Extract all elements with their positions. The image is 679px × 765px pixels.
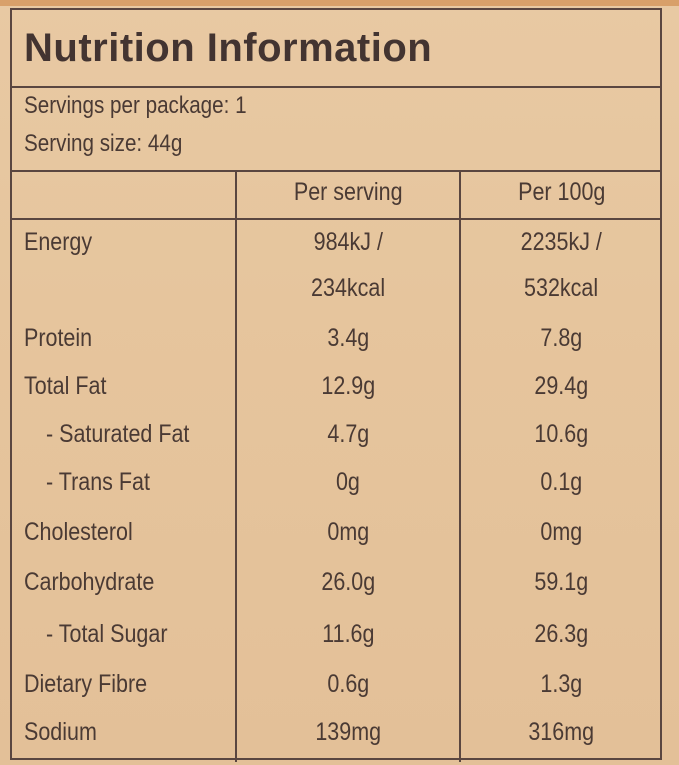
divider	[12, 86, 660, 88]
servings-per-package: Servings per package: 1	[24, 92, 247, 119]
value-per-100g: 7.8g	[540, 324, 583, 352]
nutrient-label: - Total Sugar	[46, 620, 168, 648]
value-per-serving: 12.9g	[321, 372, 375, 400]
value-per-serving: 0.6g	[327, 670, 369, 698]
nutrient-row-total-sugar: - Total Sugar 11.6g 26.3g	[12, 620, 662, 660]
panel-title: Nutrition Information	[24, 26, 433, 70]
nutrient-row-protein: Protein 3.4g 7.8g	[12, 324, 662, 364]
value-per-serving: 0mg	[327, 518, 369, 546]
nutrient-label: Carbohydrate	[24, 568, 155, 596]
divider	[12, 170, 660, 172]
header-per-100g: Per 100g	[517, 178, 606, 206]
nutrient-label: Total Fat	[24, 372, 107, 400]
value-per-100g: 59.1g	[534, 568, 589, 596]
nutrient-label: Sodium	[24, 718, 97, 746]
column-divider	[235, 170, 237, 762]
nutrient-label: Cholesterol	[24, 518, 133, 546]
nutrition-panel: Nutrition Information Servings per packa…	[10, 8, 662, 762]
nutrient-row-cholesterol: Cholesterol 0mg 0mg	[12, 518, 662, 558]
value-per-serving: 984kJ /	[313, 228, 383, 256]
package-top-strip	[0, 0, 679, 6]
divider	[12, 218, 660, 220]
nutrient-label: Energy	[24, 228, 93, 256]
value-per-serving: 234kcal	[310, 274, 386, 302]
value-per-100g: 316mg	[528, 718, 595, 746]
value-per-100g: 0.1g	[540, 468, 583, 496]
nutrient-row-sodium: Sodium 139mg 316mg	[12, 718, 662, 758]
nutrient-row-trans-fat: - Trans Fat 0g 0.1g	[12, 468, 662, 508]
value-per-100g: 1.3g	[540, 670, 583, 698]
value-per-100g: 10.6g	[534, 420, 589, 448]
column-divider	[459, 170, 461, 762]
nutrient-label: - Saturated Fat	[46, 420, 190, 448]
value-per-serving: 11.6g	[321, 620, 375, 648]
value-per-serving: 4.7g	[327, 420, 369, 448]
value-per-100g: 29.4g	[534, 372, 589, 400]
serving-size: Serving size: 44g	[24, 130, 183, 157]
value-per-serving: 0g	[336, 468, 360, 496]
value-per-100g: 2235kJ /	[520, 228, 603, 256]
nutrient-label: Dietary Fibre	[24, 670, 148, 698]
nutrient-label: Protein	[24, 324, 93, 352]
header-per-serving: Per serving	[293, 178, 403, 206]
value-per-serving: 139mg	[315, 718, 381, 746]
value-per-100g: 26.3g	[534, 620, 589, 648]
value-per-100g: 532kcal	[524, 274, 599, 302]
nutrient-row-carbohydrate: Carbohydrate 26.0g 59.1g	[12, 568, 662, 608]
nutrient-row-dietary-fibre: Dietary Fibre 0.6g 1.3g	[12, 670, 662, 710]
nutrient-label: - Trans Fat	[46, 468, 150, 496]
value-per-serving: 26.0g	[321, 568, 375, 596]
nutrient-row-energy: Energy 984kJ / 2235kJ /	[12, 228, 662, 268]
nutrient-row-saturated-fat: - Saturated Fat 4.7g 10.6g	[12, 420, 662, 460]
value-per-serving: 3.4g	[327, 324, 369, 352]
nutrient-row-total-fat: Total Fat 12.9g 29.4g	[12, 372, 662, 412]
value-per-100g: 0mg	[540, 518, 583, 546]
nutrient-row-energy-kcal: 234kcal 532kcal	[12, 274, 662, 314]
